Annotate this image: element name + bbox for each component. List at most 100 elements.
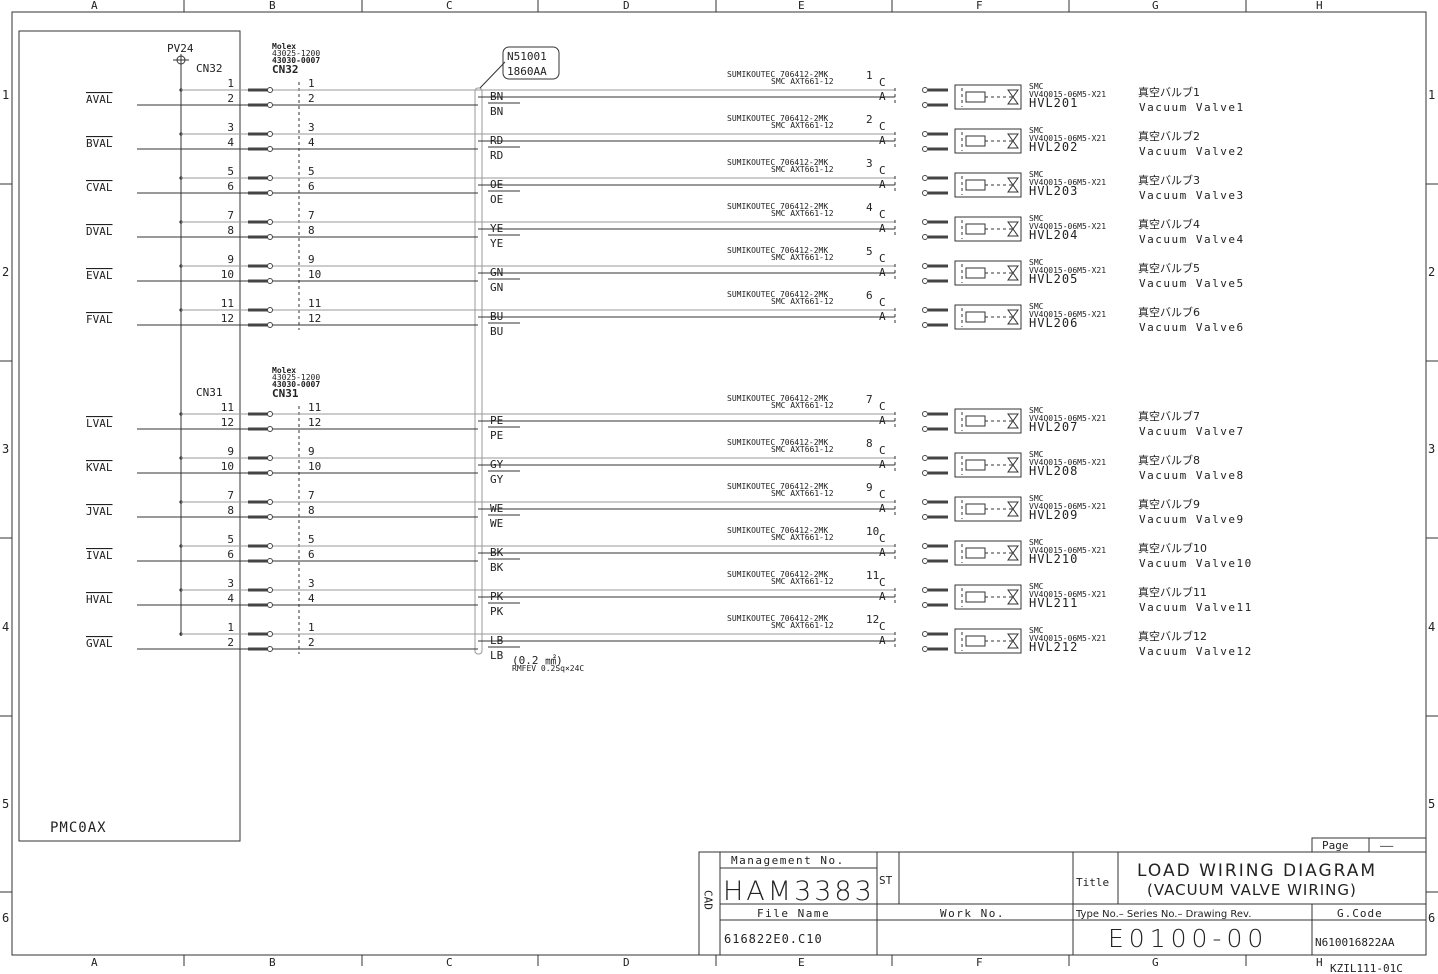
wire-color-label: GN — [490, 281, 503, 294]
valve-name-jp: 真空バルブ1 — [1138, 85, 1200, 99]
pin-number: 8 — [227, 504, 234, 517]
pin-number: 1 — [308, 621, 315, 634]
valve-name-jp: 真空バルブ12 — [1138, 629, 1207, 643]
pin-number: 12 — [221, 312, 234, 325]
cable-bundle — [474, 87, 483, 655]
contact-end — [267, 631, 273, 637]
column-label-top: D — [623, 0, 630, 12]
valve-name-en: Vacuum Valve3 — [1139, 189, 1245, 202]
title-block: Page —— CAD Management No. HAM3383 ST Ti… — [698, 837, 1427, 974]
terminal-c-label: C — [879, 208, 886, 221]
pin-number: 8 — [308, 224, 315, 237]
signal-name: DVAL — [86, 225, 113, 238]
valve-name-en: Vacuum Valve6 — [1139, 321, 1245, 334]
valve-name-en: Vacuum Valve7 — [1139, 425, 1245, 438]
contact-end — [267, 543, 273, 549]
contact-end — [922, 631, 928, 637]
contact-end — [922, 307, 928, 313]
valve-maker: SMC — [1029, 302, 1044, 311]
terminal-a-label: A — [879, 134, 886, 147]
relay-maker-part: SUMIKOUTEC 706412-2MK — [727, 526, 828, 535]
contact-end — [267, 455, 273, 461]
contact-end — [267, 426, 273, 432]
valve-name-en: Vacuum Valve4 — [1139, 233, 1245, 246]
solenoid-valve-icon — [954, 304, 1022, 330]
pin-number: 2 — [308, 92, 315, 105]
terminal-c-label: C — [879, 532, 886, 545]
wire-color-label: BK — [490, 561, 504, 574]
valve-tag: HVL205 — [1029, 272, 1078, 286]
wire-color-label: RD — [490, 149, 503, 162]
contact-end — [267, 102, 273, 108]
solenoid-valve-icon — [954, 540, 1022, 566]
valve-model: VV4Q015-06M5-X21 — [1029, 222, 1106, 231]
st-label: ST — [879, 874, 893, 887]
terminal-c-label: C — [879, 296, 886, 309]
pin-number: 7 — [308, 489, 315, 502]
terminal-a-label: A — [879, 90, 886, 103]
unit-name: PMC0AX — [50, 820, 107, 836]
pin-number: 8 — [227, 224, 234, 237]
valve-name-jp: 真空バルブ7 — [1138, 409, 1200, 423]
pin-number: 12 — [221, 416, 234, 429]
pin-number: 10 — [308, 268, 321, 281]
valve-maker: SMC — [1029, 494, 1044, 503]
wire-color-label: BU — [490, 310, 503, 323]
pin-number: 4 — [227, 136, 234, 149]
valve-name-en: Vacuum Valve5 — [1139, 277, 1245, 290]
title-line2: (VACUUM VALVE WIRING) — [1147, 881, 1357, 899]
contact-end — [922, 558, 928, 564]
terminal-c-label: C — [879, 400, 886, 413]
relay-maker-part: SUMIKOUTEC 706412-2MK — [727, 570, 828, 579]
pin-number: 3 — [308, 121, 315, 134]
pin-number: 10 — [221, 460, 234, 473]
contact-end — [922, 146, 928, 152]
valve-tag: HVL204 — [1029, 228, 1078, 242]
wire-color-label: BU — [490, 325, 503, 338]
terminal-c-label: C — [879, 252, 886, 265]
connector-group-cn32: CN32Molex43025-120043030-0007CN321212AVA… — [86, 42, 1245, 338]
contact-end — [267, 175, 273, 181]
pin-number: 1 — [308, 77, 315, 90]
circuit-number: 3 — [866, 157, 873, 170]
column-label-bottom: G — [1152, 956, 1159, 969]
valve-model: VV4Q015-06M5-X21 — [1029, 90, 1106, 99]
pin-number: 9 — [308, 445, 315, 458]
valve-name-jp: 真空バルブ3 — [1138, 173, 1200, 187]
terminal-a-label: A — [879, 590, 886, 603]
contact-end — [267, 558, 273, 564]
contact-end — [267, 322, 273, 328]
relay-socket-part: SMC AXT661-12 — [771, 121, 834, 130]
contact-end — [267, 411, 273, 417]
row-label-right: 1 — [1428, 88, 1436, 102]
terminal-a-label: A — [879, 502, 886, 515]
contact-end — [922, 190, 928, 196]
valve-name-en: Vacuum Valve12 — [1139, 645, 1253, 658]
title-label: Title — [1076, 876, 1109, 889]
drawing-no: E0100-00 — [1108, 924, 1268, 953]
form-code: KZIL111-01C — [1330, 962, 1403, 974]
pin-number: 1 — [227, 77, 234, 90]
terminal-a-label: A — [879, 178, 886, 191]
connector-name-unit-side: CN32 — [196, 62, 223, 75]
column-label-bottom: F — [976, 956, 983, 969]
valve-name-en: Vacuum Valve1 — [1139, 101, 1245, 114]
row-label-right: 4 — [1428, 620, 1436, 634]
row-label-right: 6 — [1428, 911, 1436, 925]
cable-spec: RMFEV 0.2Sq×24C — [512, 664, 584, 673]
signal-name: GVAL — [86, 637, 113, 650]
wire-color-label: WE — [490, 517, 503, 530]
pin-number: 11 — [308, 401, 321, 414]
circuit-number: 10 — [866, 525, 879, 538]
valve-name-jp: 真空バルブ8 — [1138, 453, 1200, 467]
pin-number: 2 — [227, 92, 234, 105]
column-label-bottom: C — [446, 956, 453, 969]
relay-socket-part: SMC AXT661-12 — [771, 577, 834, 586]
relay-socket-part: SMC AXT661-12 — [771, 77, 834, 86]
contact-end — [922, 455, 928, 461]
wire-color-label: BK — [490, 546, 504, 559]
contact-end — [922, 175, 928, 181]
terminal-a-label: A — [879, 414, 886, 427]
